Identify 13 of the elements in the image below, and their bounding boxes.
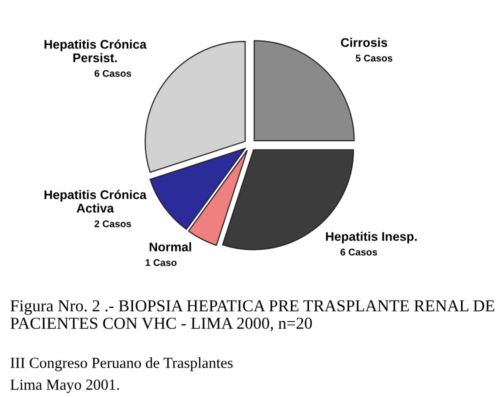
slice-label: Cirrosis (340, 38, 388, 47)
data-label: 2 Casos (94, 220, 132, 228)
slice-label: Normal (150, 242, 192, 252)
slice-label: Hepatitis Crónica Persist. (44, 39, 147, 62)
slice-label: Hepatitis Crónica Activa (44, 190, 147, 213)
data-label: 6 Casos (94, 70, 132, 77)
data-label: 5 Casos (356, 54, 392, 62)
text: III Congreso Peruano de Trasplantes (10, 357, 233, 372)
slice-label: Hepatitis Inesp. (326, 232, 417, 244)
text: Figura Nro. 2 .- BIOPSIA HEPATICA PRE TRASPLANTE RENAL DE PACIENTES CON VHC - LIMA 2000, n=20 (10, 300, 494, 332)
text: Lima Mayo 2001. (10, 380, 119, 393)
data-label: 6 Casos (340, 248, 378, 256)
data-label: 1 Caso (146, 259, 177, 266)
